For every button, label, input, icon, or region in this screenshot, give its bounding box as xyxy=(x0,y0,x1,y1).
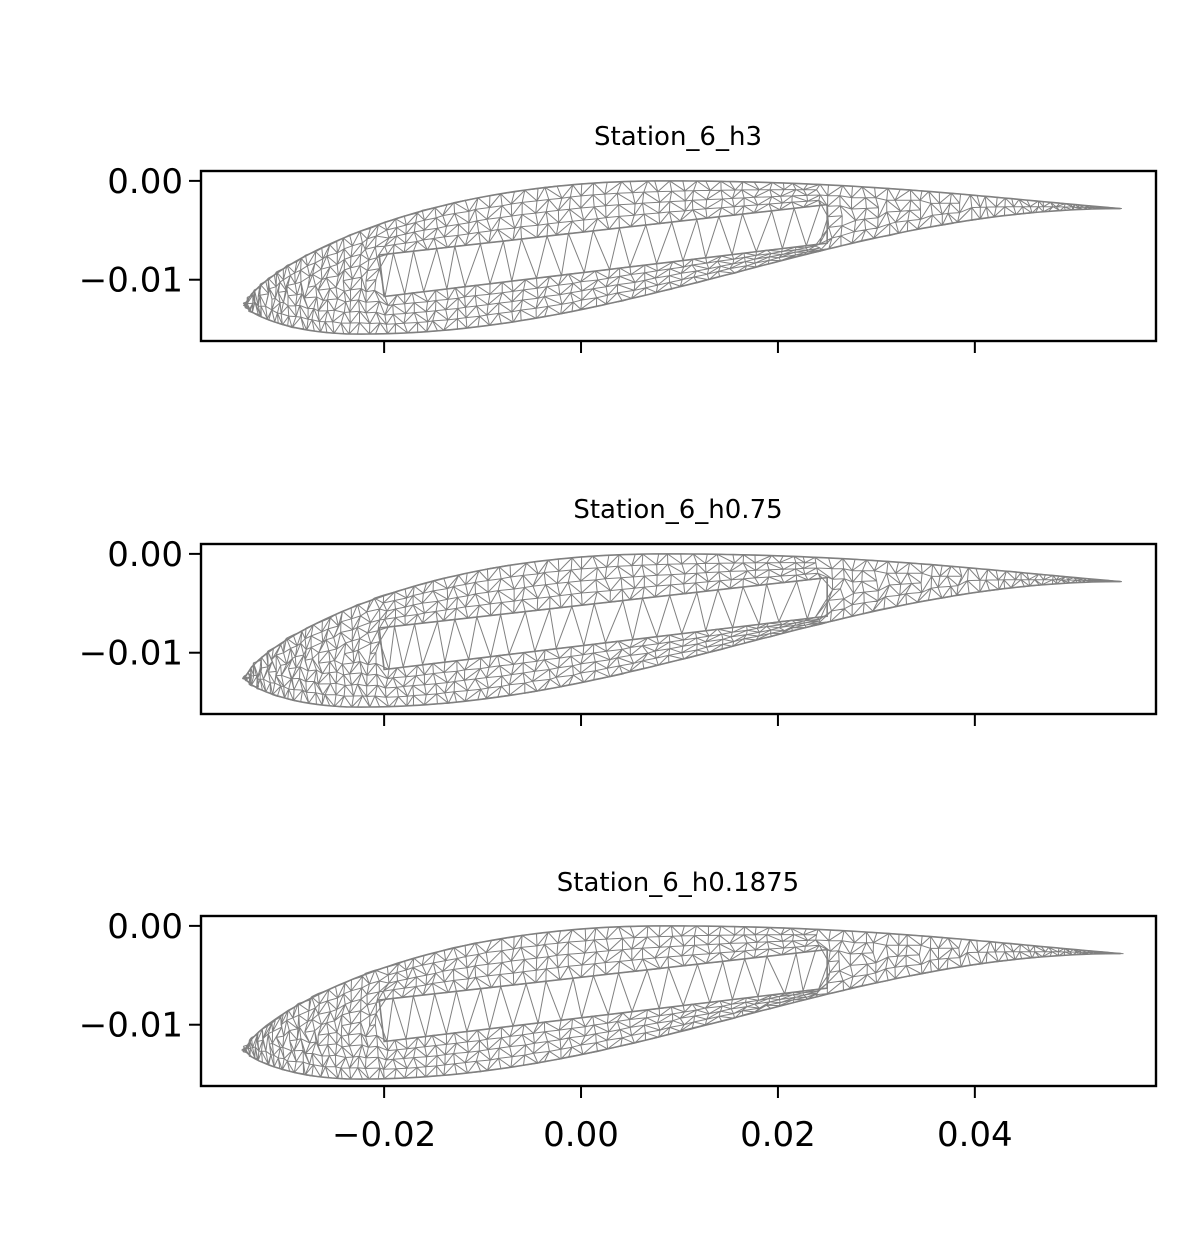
mesh-triangles xyxy=(242,180,1122,335)
axes-frame xyxy=(199,914,1158,1088)
axes-frame xyxy=(199,542,1158,716)
axis-ticks: 0.00 −0.01 −0.02 0.00 0.02 0.04 xyxy=(79,907,1013,1155)
mesh-triangles xyxy=(241,925,1124,1080)
panel-station-6-h3: Station_6_h3 0.00 −0.01 xyxy=(79,122,1158,353)
axis-ticks: 0.00 −0.01 xyxy=(79,535,976,726)
y-tick-label: 0.00 xyxy=(107,162,183,202)
axes-frame xyxy=(199,169,1158,343)
axis-ticks: 0.00 −0.01 xyxy=(79,162,976,353)
y-tick-label: −0.01 xyxy=(79,1006,183,1046)
y-tick-label: −0.01 xyxy=(79,634,183,674)
mesh xyxy=(241,925,1124,1080)
y-tick-label: 0.00 xyxy=(107,535,183,575)
panel-title: Station_6_h0.75 xyxy=(573,495,782,525)
x-tick-label: 0.04 xyxy=(937,1115,1013,1155)
y-tick-label: 0.00 xyxy=(107,907,183,947)
x-tick-label: 0.00 xyxy=(543,1115,619,1155)
y-tick-label: −0.01 xyxy=(79,261,183,301)
panel-station-6-h0-1875: Station_6_h0.1875 0.00 −0.01 −0.02 0.00 0.02… xyxy=(79,868,1158,1155)
x-tick-label: −0.02 xyxy=(332,1115,436,1155)
x-tick-label: 0.02 xyxy=(740,1115,816,1155)
panel-title: Station_6_h0.1875 xyxy=(557,868,799,898)
panel-title: Station_6_h3 xyxy=(594,122,762,152)
mesh xyxy=(242,180,1122,335)
panel-station-6-h0-75: Station_6_h0.75 0.00 −0.01 xyxy=(79,495,1158,726)
mesh-triangles xyxy=(241,553,1123,708)
mesh xyxy=(241,553,1123,708)
